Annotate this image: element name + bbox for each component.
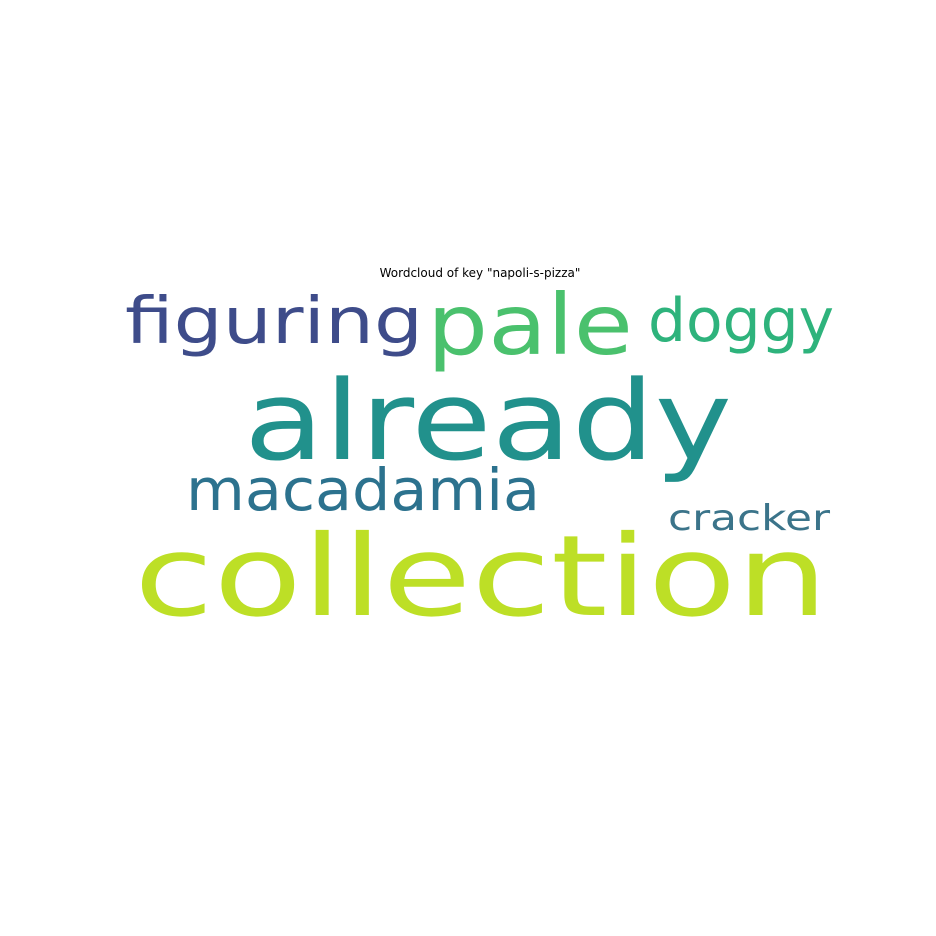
word-collection: collection (134, 512, 828, 642)
word-pale: pale (427, 276, 633, 374)
word-macadamia: macadamia (186, 456, 540, 524)
word-figuring: figuring (125, 285, 423, 359)
word-doggy: doggy (648, 286, 834, 356)
chart-title: Wordcloud of key "napoli-s-pizza" (379, 266, 581, 280)
word-already: already (244, 357, 732, 485)
word-cracker: cracker (668, 498, 830, 539)
